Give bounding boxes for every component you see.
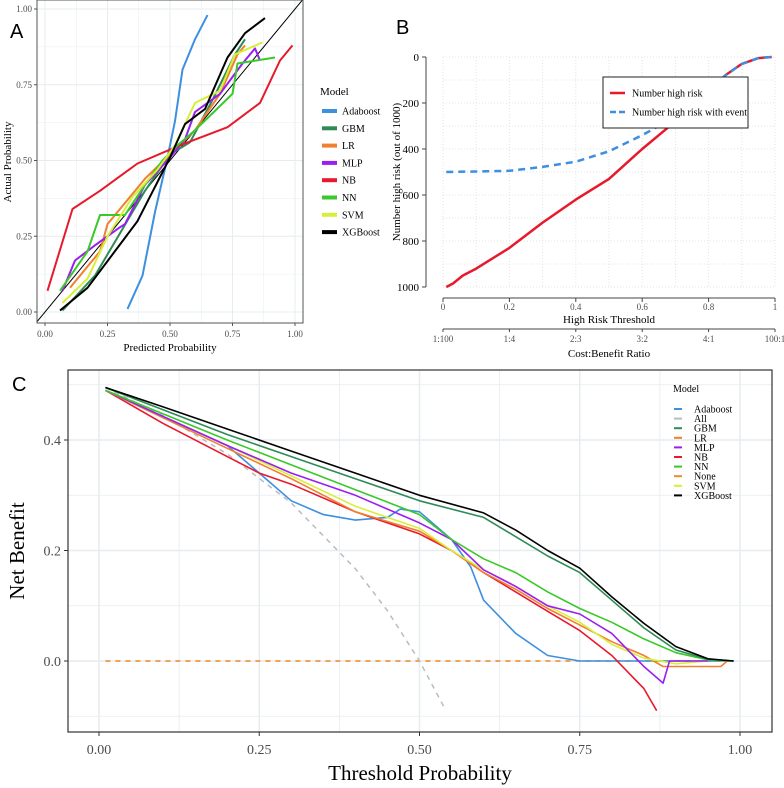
a-legend-label: XGBoost: [342, 228, 380, 239]
c-series-all: [105, 386, 446, 710]
c-legend-label: None: [694, 472, 716, 483]
a-series-nb: [46, 44, 294, 292]
b-y-tick-label: 1000: [397, 282, 420, 294]
clinical-impact-plot: 0 200 400 600 800 1000 0 0.2 0.4 0.6 0.8 1 1:100 1:4 2…: [397, 52, 784, 344]
a-x-tick-label: 0.25: [100, 329, 116, 339]
a-x-tick-label: 0.50: [162, 329, 178, 339]
b-secondary-x-tick-label: 100:1: [765, 334, 784, 344]
decision-curve-plot: 0.00 0.25 0.50 0.75 1.00 0.0 0.2 0.4 AdaboostAll…: [44, 369, 773, 758]
c-legend-label: Adaboost: [694, 405, 733, 416]
a-x-tick-label: 0.00: [37, 329, 53, 339]
b-x-tick-label: 0.8: [703, 302, 715, 312]
a-y-axis-label: Actual Probability: [2, 121, 14, 202]
b-secondary-x-tick-label: 1:100: [433, 334, 454, 344]
c-x-tick-label: 1.00: [728, 743, 753, 758]
c-y-tick-label: 0.4: [44, 434, 62, 449]
a-x-tick-label: 0.75: [225, 329, 241, 339]
c-legend-label: MLP: [694, 443, 715, 454]
b-secondary-x-axis-label: Cost:Benefit Ratio: [568, 348, 651, 360]
b-legend-box: [602, 76, 749, 129]
b-y-tick-label: 200: [403, 98, 420, 110]
a-x-tick-label: 1.00: [287, 329, 303, 339]
b-y-axis-label: Number high risk (out of 1000): [391, 102, 403, 241]
a-legend-title: Model: [320, 86, 349, 98]
a-diagonal-reference-line: [36, 0, 304, 323]
c-x-axis-label: Threshold Probability: [328, 761, 512, 785]
c-legend-label: GBM: [694, 424, 717, 435]
a-legend-label: NB: [342, 176, 356, 187]
calibration-plot: 0.00 0.25 0.50 0.75 1.00 0.00 0.25 0.50 0.75 1.00…: [16, 0, 381, 339]
c-y-tick-label: 0.0: [44, 655, 62, 670]
b-x-tick-label: 1: [773, 302, 778, 312]
a-y-tick-label: 1.00: [16, 4, 32, 14]
c-y-axis-label: Net Benefit: [5, 502, 29, 600]
a-y-tick-label: 0.25: [16, 231, 32, 241]
b-x-axis-label: High Risk Threshold: [563, 314, 656, 326]
a-y-tick-label: 0.50: [16, 156, 32, 166]
b-legend-label: Number high risk: [632, 89, 703, 100]
b-x-tick-label: 0.4: [570, 302, 582, 312]
b-y-tick-label: 0: [414, 52, 420, 64]
panel-label-b: B: [396, 17, 409, 39]
a-series-svm: [61, 41, 263, 304]
b-secondary-x-tick-label: 3:2: [636, 334, 648, 344]
b-secondary-x-tick-label: 1:4: [504, 334, 516, 344]
c-x-tick-label: 0.00: [87, 743, 112, 758]
b-y-tick-label: 600: [403, 190, 420, 202]
panel-label-c: C: [12, 374, 26, 396]
a-x-axis-label: Predicted Probability: [123, 342, 217, 354]
b-secondary-x-tick-label: 2:3: [570, 334, 582, 344]
b-secondary-x-tick-label: 4:1: [703, 334, 715, 344]
a-legend-label: GBM: [342, 124, 365, 135]
a-legend-label: SVM: [342, 210, 364, 221]
b-series-number-high-risk-with-event: [446, 55, 772, 174]
a-series-xgboost: [59, 17, 266, 312]
c-series-gbm: [105, 386, 734, 662]
b-x-tick-label: 0: [441, 302, 446, 312]
b-y-tick-label: 400: [403, 144, 420, 156]
c-x-tick-label: 0.25: [247, 743, 272, 758]
c-legend-label: SVM: [694, 481, 716, 492]
c-legend-label: NN: [694, 462, 708, 473]
a-legend-label: NN: [342, 193, 356, 204]
b-y-tick-label: 800: [403, 236, 420, 248]
c-x-tick-label: 0.50: [407, 743, 432, 758]
c-series-xgboost: [105, 386, 734, 662]
b-legend-label: Number high risk with event: [632, 108, 747, 119]
a-y-tick-label: 0.00: [16, 307, 32, 317]
c-series-nn: [105, 389, 734, 662]
c-legend-title: Model: [673, 384, 699, 395]
a-series-adaboost: [126, 14, 209, 310]
c-x-tick-label: 0.75: [568, 743, 593, 758]
panel-label-a: A: [10, 21, 24, 43]
c-series-lr: [105, 389, 728, 668]
b-x-tick-label: 0.2: [504, 302, 515, 312]
c-y-tick-label: 0.2: [44, 545, 62, 560]
a-legend-label: MLP: [342, 158, 363, 169]
a-legend-label: LR: [342, 141, 355, 152]
a-legend-label: Adaboost: [342, 107, 381, 118]
b-x-tick-label: 0.6: [637, 302, 649, 312]
a-y-tick-label: 0.75: [16, 80, 32, 90]
c-legend-label: All: [694, 414, 707, 425]
c-series-mlp: [105, 389, 708, 684]
c-legend-label: NB: [694, 453, 708, 464]
c-legend-label: XGBoost: [694, 491, 732, 502]
c-legend-label: LR: [694, 433, 707, 444]
